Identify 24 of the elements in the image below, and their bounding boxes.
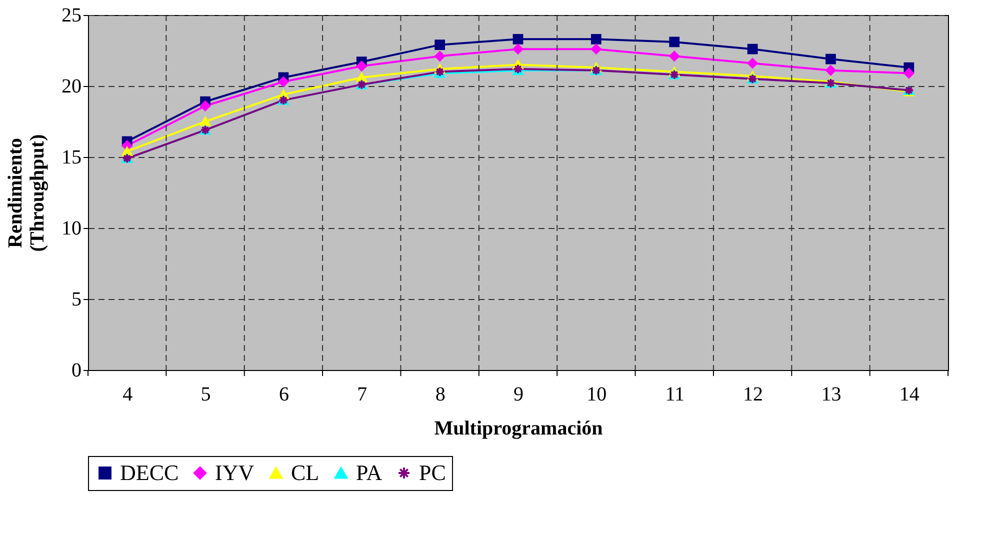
y-axis-title: Rendimiento (Throughput) [4, 134, 48, 252]
y-tick-label: 0 [72, 360, 82, 382]
legend-label: PA [356, 460, 382, 485]
x-tick-label: 11 [665, 384, 684, 406]
y-tick-label: 25 [62, 4, 82, 26]
x-tick-label: 7 [357, 384, 368, 406]
x-tick-label: 13 [821, 384, 842, 406]
y-tick-label: 5 [72, 288, 82, 310]
x-tick-label: 14 [899, 384, 920, 406]
y-tick-label: 20 [62, 76, 82, 98]
x-tick-label: 5 [200, 384, 211, 406]
x-tick-label: 9 [514, 384, 524, 406]
y-tick-label: 10 [62, 218, 82, 240]
x-axis-title: Multiprogramación [434, 418, 603, 440]
legend-label: IYV [215, 460, 254, 485]
x-tick-label: 10 [586, 384, 607, 406]
x-tick-label: 6 [278, 384, 289, 406]
legend-label: CL [291, 460, 320, 485]
x-tick-label: 4 [122, 384, 133, 406]
y-tick-label: 15 [62, 146, 82, 168]
legend-label: DECC [120, 460, 179, 485]
legend-label: PC [419, 460, 446, 485]
x-tick-label: 12 [743, 384, 764, 406]
x-tick-label: 8 [435, 384, 446, 406]
